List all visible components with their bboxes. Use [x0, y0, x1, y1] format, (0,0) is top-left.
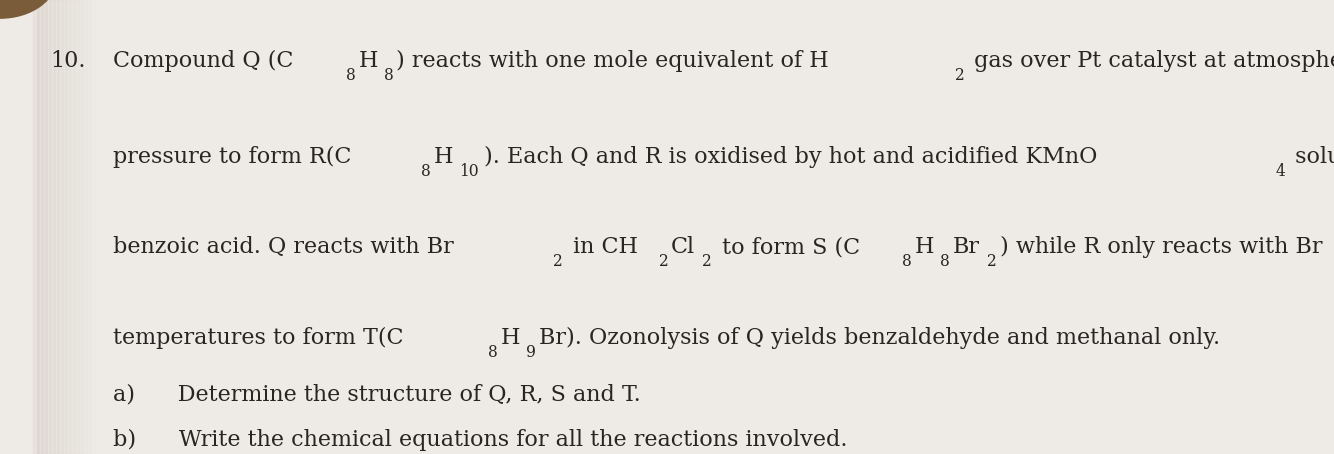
Text: Cl: Cl — [671, 237, 695, 258]
Text: 8: 8 — [422, 163, 431, 180]
Text: 2: 2 — [987, 253, 996, 271]
Text: 10: 10 — [459, 163, 479, 180]
Bar — [53, 0, 59, 454]
Bar — [81, 0, 87, 454]
Text: 9: 9 — [526, 344, 536, 361]
Ellipse shape — [0, 0, 56, 18]
Text: 8: 8 — [488, 344, 498, 361]
Text: to form S (C: to form S (C — [715, 237, 860, 258]
Bar — [85, 0, 91, 454]
Text: H: H — [359, 50, 379, 72]
Text: ) reacts with one mole equivalent of H: ) reacts with one mole equivalent of H — [396, 50, 830, 72]
Text: Br). Ozonolysis of Q yields benzaldehyde and methanal only.: Br). Ozonolysis of Q yields benzaldehyde… — [539, 327, 1219, 349]
Text: solution to form: solution to form — [1289, 146, 1334, 168]
Text: H: H — [915, 237, 934, 258]
Text: H: H — [434, 146, 454, 168]
Text: H: H — [500, 327, 520, 349]
Text: ) while R only reacts with Br: ) while R only reacts with Br — [1000, 237, 1322, 258]
Text: a)      Determine the structure of Q, R, S and T.: a) Determine the structure of Q, R, S an… — [113, 384, 642, 406]
Bar — [33, 0, 39, 454]
Bar — [49, 0, 55, 454]
Bar — [57, 0, 63, 454]
Bar — [37, 0, 43, 454]
Bar — [45, 0, 51, 454]
Text: 4: 4 — [1275, 163, 1285, 180]
Bar — [73, 0, 79, 454]
Bar — [77, 0, 83, 454]
Text: b)      Write the chemical equations for all the reactions involved.: b) Write the chemical equations for all … — [113, 429, 848, 451]
Text: 2: 2 — [554, 253, 563, 271]
Bar — [61, 0, 67, 454]
Text: 8: 8 — [940, 253, 950, 271]
Text: 10.: 10. — [51, 50, 87, 72]
Text: 2: 2 — [702, 253, 712, 271]
Text: 8: 8 — [346, 67, 356, 84]
Text: pressure to form R(C: pressure to form R(C — [113, 146, 352, 168]
Text: Compound Q (C: Compound Q (C — [113, 50, 293, 72]
Bar — [69, 0, 75, 454]
Text: 2: 2 — [955, 67, 964, 84]
Bar — [89, 0, 95, 454]
Text: 2: 2 — [659, 253, 668, 271]
Text: 8: 8 — [902, 253, 912, 271]
Text: ). Each Q and R is oxidised by hot and acidified KMnO: ). Each Q and R is oxidised by hot and a… — [484, 146, 1098, 168]
Text: Br: Br — [952, 237, 979, 258]
Text: benzoic acid. Q reacts with Br: benzoic acid. Q reacts with Br — [113, 237, 454, 258]
Text: 8: 8 — [384, 67, 394, 84]
Text: temperatures to form T(C: temperatures to form T(C — [113, 327, 404, 349]
Text: in CH: in CH — [566, 237, 638, 258]
Bar — [65, 0, 71, 454]
Text: gas over Pt catalyst at atmospheric: gas over Pt catalyst at atmospheric — [967, 50, 1334, 72]
Bar — [41, 0, 47, 454]
